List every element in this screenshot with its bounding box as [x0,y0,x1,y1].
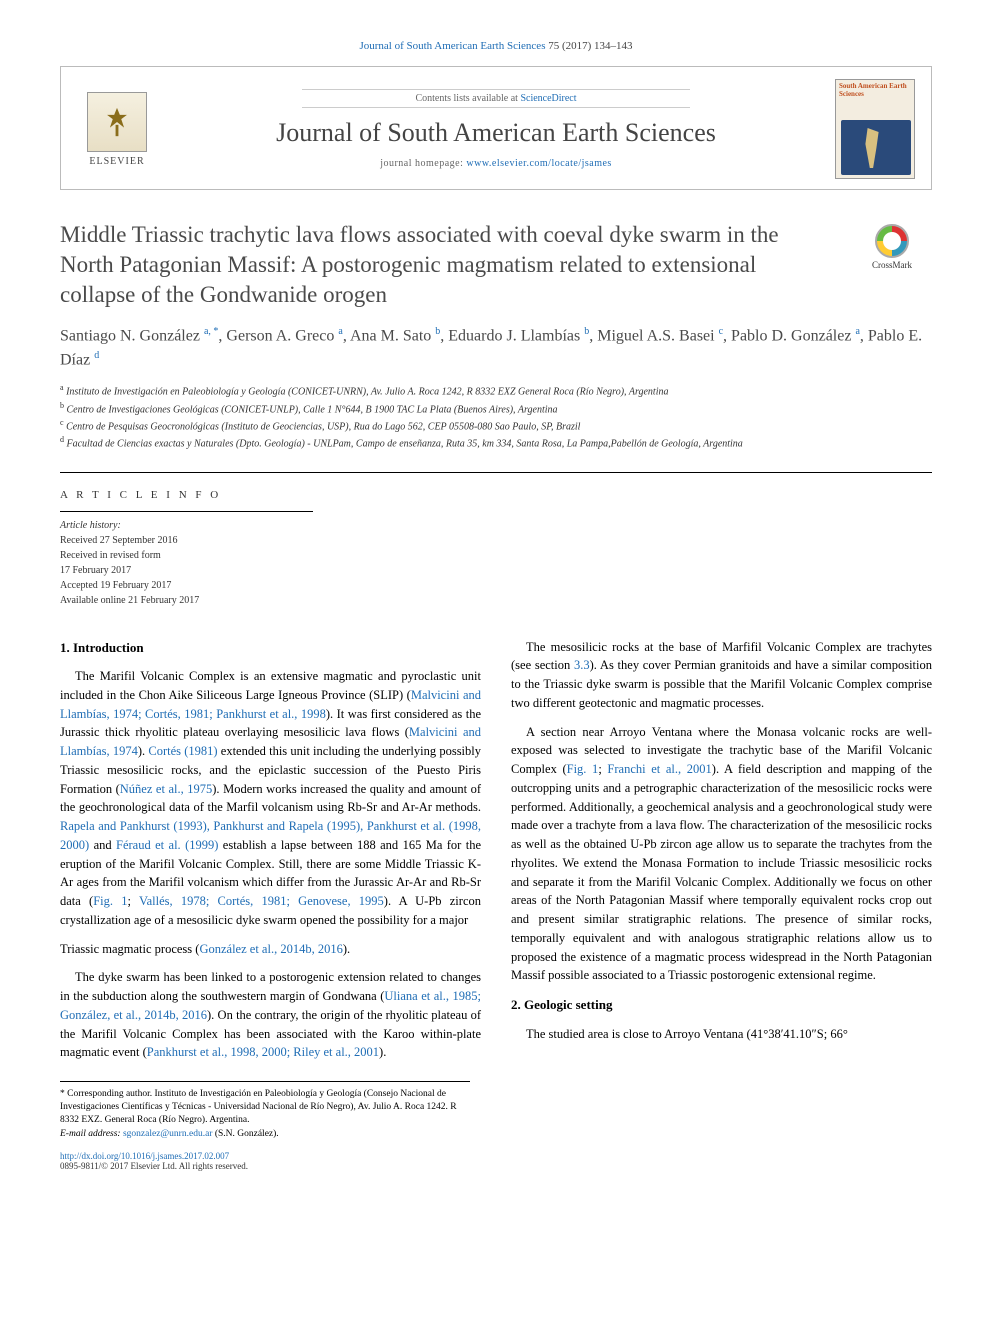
sec-link[interactable]: 3.3 [574,658,590,672]
history-revised-1: Received in revised form [60,548,313,563]
crossmark-icon [875,224,909,258]
journal-cover-thumb: South American Earth Sciences [835,79,915,179]
sciencedirect-link[interactable]: ScienceDirect [520,93,576,104]
ref-link[interactable]: González et al., 2014b, 2016 [199,942,342,956]
contents-available: Contents lists available at ScienceDirec… [302,89,690,108]
t: ; [127,894,138,908]
affiliation-a: Instituto de Investigación en Paleobiolo… [66,387,668,398]
fig-link[interactable]: Fig. 1 [93,894,127,908]
author-5-aff[interactable]: c [719,326,723,337]
affiliation-d: Facultad de Ciencias exactas y Naturales… [67,439,743,450]
author-3: Ana M. Sato [350,327,431,344]
author-4: Eduardo J. Llambías [448,327,580,344]
publisher-logo-block: ELSEVIER [77,84,157,174]
author-1-aff[interactable]: a, * [204,326,218,337]
corresponding-author: * Corresponding author. Instituto de Inv… [60,1088,470,1128]
t: and [89,838,116,852]
page-footer: http://dx.doi.org/10.1016/j.jsames.2017.… [60,1151,932,1171]
homepage-line: journal homepage: www.elsevier.com/locat… [173,158,819,169]
authors: Santiago N. González a, *, Gerson A. Gre… [60,324,932,373]
running-head: Journal of South American Earth Sciences… [60,40,932,52]
homepage-prefix: journal homepage: [380,158,466,169]
ref-link[interactable]: Vallés, 1978; Cortés, 1981; Genovese, 19… [139,894,384,908]
ref-link[interactable]: Féraud et al. (1999) [116,838,218,852]
author-1: Santiago N. González [60,327,200,344]
crossmark-badge[interactable]: CrossMark [852,224,932,270]
ref-link[interactable]: Franchi et al., 2001 [607,762,711,776]
intro-para-1: The Marifil Volcanic Complex is an exten… [60,667,481,930]
author-6: Pablo D. González [731,327,851,344]
t: The studied area is close to Arroyo Vent… [526,1027,848,1041]
section-intro-head: 1. Introduction [60,638,481,658]
fig-link[interactable]: Fig. 1 [567,762,599,776]
cover-map-icon [841,120,911,175]
author-2-aff[interactable]: a [338,326,342,337]
ref-link[interactable]: Pankhurst et al., 1998, 2000; Riley et a… [147,1045,379,1059]
affiliation-b: Centro de Investigaciones Geológicas (CO… [67,404,558,415]
t: Triassic magmatic process ( [60,942,199,956]
history-online: Available online 21 February 2017 [60,593,313,608]
journal-name: Journal of South American Earth Sciences [173,118,819,148]
ref-link[interactable]: Núñez et al., 1975 [120,782,212,796]
history-label: Article history: [60,518,313,533]
author-2: Gerson A. Greco [226,327,334,344]
email-label: E-mail address: [60,1129,123,1139]
author-4-aff[interactable]: b [584,326,589,337]
section-geo-head: 2. Geologic setting [511,995,932,1015]
ref-link[interactable]: Cortés (1981) [148,744,217,758]
email-after: (S.N. González). [212,1129,278,1139]
history-received: Received 27 September 2016 [60,533,313,548]
author-6-aff[interactable]: a [855,326,859,337]
doi-link[interactable]: http://dx.doi.org/10.1016/j.jsames.2017.… [60,1151,229,1161]
author-3-aff[interactable]: b [435,326,440,337]
col2-continue: Triassic magmatic process (González et a… [60,940,481,959]
article-body: 1. Introduction The Marifil Volcanic Com… [60,638,932,1063]
cover-title: South American Earth Sciences [839,83,911,98]
copyright: 0895-9811/© 2017 Elsevier Ltd. All right… [60,1161,932,1171]
t: ). A field description and mapping of th… [511,762,932,982]
geo-para-1: The studied area is close to Arroyo Vent… [511,1025,932,1044]
history-revised-2: 17 February 2017 [60,563,313,578]
intro-para-3: The dyke swarm has been linked to a post… [60,968,481,1062]
publisher-name: ELSEVIER [89,156,144,167]
running-head-journal[interactable]: Journal of South American Earth Sciences [359,40,545,52]
intro-para-5: A section near Arroyo Ventana where the … [511,723,932,986]
affiliation-c: Centro de Pesquisas Geocronológicas (Ins… [66,421,580,432]
elsevier-tree-icon [87,92,147,152]
divider [60,472,932,473]
article-history: Article history: Received 27 September 2… [60,511,313,608]
footnotes: * Corresponding author. Instituto de Inv… [60,1081,470,1141]
journal-masthead: ELSEVIER Contents lists available at Sci… [60,66,932,190]
author-7-aff[interactable]: d [94,350,99,361]
running-head-citation: 75 (2017) 134–143 [548,40,632,52]
t: ). [138,744,149,758]
email-line: E-mail address: sgonzalez@unrn.edu.ar (S… [60,1128,470,1141]
article-info-head: A R T I C L E I N F O [60,489,313,501]
email-link[interactable]: sgonzalez@unrn.edu.ar [123,1129,212,1139]
article-title: Middle Triassic trachytic lava flows ass… [60,220,932,310]
intro-para-4: The mesosilicic rocks at the base of Mar… [511,638,932,713]
crossmark-label: CrossMark [852,260,932,270]
author-5: Miguel A.S. Basei [597,327,714,344]
contents-prefix: Contents lists available at [415,93,520,104]
homepage-link[interactable]: www.elsevier.com/locate/jsames [466,158,611,169]
history-accepted: Accepted 19 February 2017 [60,578,313,593]
affiliations: a Instituto de Investigación en Paleobio… [60,382,932,451]
t: ). [343,942,350,956]
t: ). [379,1045,386,1059]
